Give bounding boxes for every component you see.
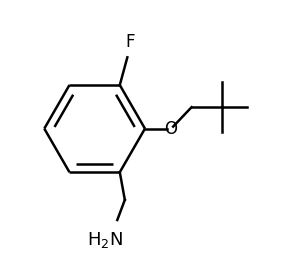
Text: F: F: [125, 33, 135, 51]
Text: O: O: [164, 120, 177, 138]
Text: H$_2$N: H$_2$N: [87, 230, 123, 250]
